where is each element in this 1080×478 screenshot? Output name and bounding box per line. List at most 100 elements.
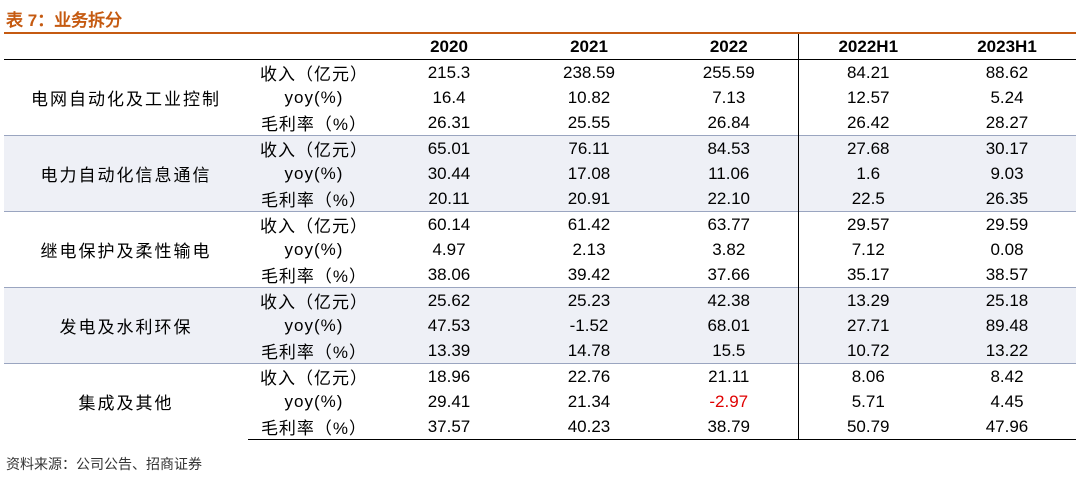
- data-row: yoy(%) 29.41 21.34 -2.97 5.71 4.45: [4, 389, 1076, 414]
- value-cell: 38.79: [660, 414, 798, 440]
- value-cell: 20.91: [518, 186, 660, 212]
- group-name: 电网自动化及工业控制: [31, 90, 221, 109]
- data-row: yoy(%) 47.53 -1.52 68.01 27.71 89.48: [4, 313, 1076, 338]
- value-cell: 27.71: [797, 313, 938, 338]
- metric-label: 收入（亿元）: [248, 287, 380, 313]
- value-cell: 30.44: [380, 161, 518, 186]
- group-name: 集成及其他: [4, 363, 248, 440]
- group: 集成及其他 收入（亿元） 18.96 22.76 21.11 8.06 8.42 yoy(%)…: [4, 363, 1076, 440]
- value-cell: -1.52: [518, 313, 660, 338]
- data-row: 毛利率（%） 13.39 14.78 15.5 10.72 13.22: [4, 338, 1076, 364]
- value-cell: 10.82: [567, 87, 611, 107]
- data-row: 发电及水利环保 收入（亿元） 25.62 25.23 42.38 13.29 25.18: [4, 287, 1076, 364]
- value-cell: 7.13: [712, 87, 746, 107]
- value-cell: 37.66: [707, 264, 751, 284]
- group: 电力自动化信息通信 收入（亿元） 65.01 76.11 84.53 27.68 30.17…: [4, 135, 1076, 212]
- value-cell: 61.42: [518, 211, 660, 237]
- value-cell: 17.08: [518, 161, 660, 186]
- value-cell: 25.62: [380, 287, 518, 313]
- value-cell: 42.38: [660, 287, 798, 313]
- group-name: 继电保护及柔性输电: [4, 211, 248, 288]
- value-cell: 26.31: [427, 112, 471, 132]
- value-cell: 11.06: [660, 161, 798, 186]
- metric-label: 收入（亿元）: [248, 363, 380, 389]
- business-table: 2020 2021 2022 2022H1 2023H1 电网自动化及工业控制 收入（亿元…: [4, 34, 1076, 440]
- value-cell: 7.12: [797, 237, 938, 262]
- header-cell: 2023H1: [938, 34, 1076, 60]
- value-cell: 21.34: [567, 391, 611, 411]
- value-cell: 5.71: [797, 389, 938, 414]
- metric-label: yoy(%): [284, 391, 344, 411]
- value-cell: 22.5: [797, 186, 938, 212]
- value-cell: 4.97: [432, 239, 466, 259]
- value-cell: 88.62: [985, 62, 1029, 82]
- header-cell: 2021: [518, 34, 660, 60]
- data-row: 集成及其他 收入（亿元） 18.96 22.76 21.11 8.06 8.42: [4, 363, 1076, 440]
- group-name: 发电及水利环保: [4, 287, 248, 364]
- header-cell: [4, 34, 248, 60]
- value-cell: 39.42: [567, 264, 611, 284]
- table-title: 表 7：业务拆分: [6, 11, 123, 30]
- value-cell: 8.06: [797, 363, 938, 389]
- value-cell: 40.23: [518, 414, 660, 440]
- value-cell: 22.10: [660, 186, 798, 212]
- value-cell: 37.57: [380, 414, 518, 440]
- value-cell: 28.27: [985, 112, 1029, 132]
- value-cell: 76.11: [518, 135, 660, 161]
- value-cell: 25.55: [567, 112, 611, 132]
- value-cell: 60.14: [380, 211, 518, 237]
- metric-label: yoy(%): [248, 161, 380, 186]
- header-row: 2020 2021 2022 2022H1 2023H1: [4, 34, 1076, 60]
- value-cell: 15.5: [660, 338, 798, 364]
- value-cell: 27.68: [797, 135, 938, 161]
- value-cell: 68.01: [660, 313, 798, 338]
- value-cell: 13.39: [380, 338, 518, 364]
- metric-label: 毛利率（%）: [248, 338, 380, 364]
- metric-label: yoy(%): [284, 239, 344, 259]
- group: 电网自动化及工业控制 收入（亿元） 215.3 238.59 255.59 84.21 88…: [4, 59, 1076, 136]
- header-cell: [248, 34, 380, 60]
- value-cell: 29.41: [427, 391, 471, 411]
- value-cell: 9.03: [938, 161, 1076, 186]
- value-cell: 215.3: [427, 62, 471, 82]
- value-cell: 18.96: [380, 363, 518, 389]
- group: 发电及水利环保 收入（亿元） 25.62 25.23 42.38 13.29 25.18 yo…: [4, 287, 1076, 364]
- value-cell: 35.17: [797, 262, 938, 288]
- data-row: 毛利率（%） 38.06 39.42 37.66 35.17 38.57: [4, 262, 1076, 288]
- value-cell: 38.57: [985, 264, 1029, 284]
- value-cell: 29.57: [797, 211, 938, 237]
- data-row: 毛利率（%） 26.31 25.55 26.84 26.42 28.27: [4, 110, 1076, 136]
- metric-label: 毛利率（%）: [260, 267, 368, 286]
- value-cell: 5.24: [990, 87, 1024, 107]
- value-cell: -2.97: [709, 391, 749, 411]
- value-cell: 65.01: [380, 135, 518, 161]
- value-cell: 26.35: [938, 186, 1076, 212]
- value-cell: 30.17: [938, 135, 1076, 161]
- value-cell: 255.59: [702, 62, 755, 82]
- value-cell: 47.96: [938, 414, 1076, 440]
- metric-label: 毛利率（%）: [248, 186, 380, 212]
- header-cell: 2022H1: [797, 34, 938, 60]
- metric-label: 收入（亿元）: [248, 135, 380, 161]
- source-note: 资料来源：公司公告、招商证券: [6, 456, 202, 472]
- group-name: 电力自动化信息通信: [4, 135, 248, 212]
- value-cell: 50.79: [797, 414, 938, 440]
- value-cell: 14.78: [518, 338, 660, 364]
- value-cell: 63.77: [660, 211, 798, 237]
- metric-label: 收入（亿元）: [248, 211, 380, 237]
- value-cell: 26.84: [707, 112, 751, 132]
- value-cell: 1.6: [797, 161, 938, 186]
- value-cell: 0.08: [990, 239, 1024, 259]
- value-cell: 29.59: [938, 211, 1076, 237]
- value-cell: 25.23: [518, 287, 660, 313]
- metric-label: yoy(%): [248, 313, 380, 338]
- value-cell: 25.18: [938, 287, 1076, 313]
- value-cell: 3.82: [712, 239, 746, 259]
- metric-label: 毛利率（%）: [260, 115, 368, 134]
- data-row: 电力自动化信息通信 收入（亿元） 65.01 76.11 84.53 27.68 30.17: [4, 135, 1076, 212]
- value-cell: 26.42: [797, 110, 938, 136]
- data-row: 继电保护及柔性输电 收入（亿元） 60.14 61.42 63.77 29.57 29.59: [4, 211, 1076, 288]
- value-cell: 21.11: [660, 363, 798, 389]
- title-rule: [4, 32, 1076, 34]
